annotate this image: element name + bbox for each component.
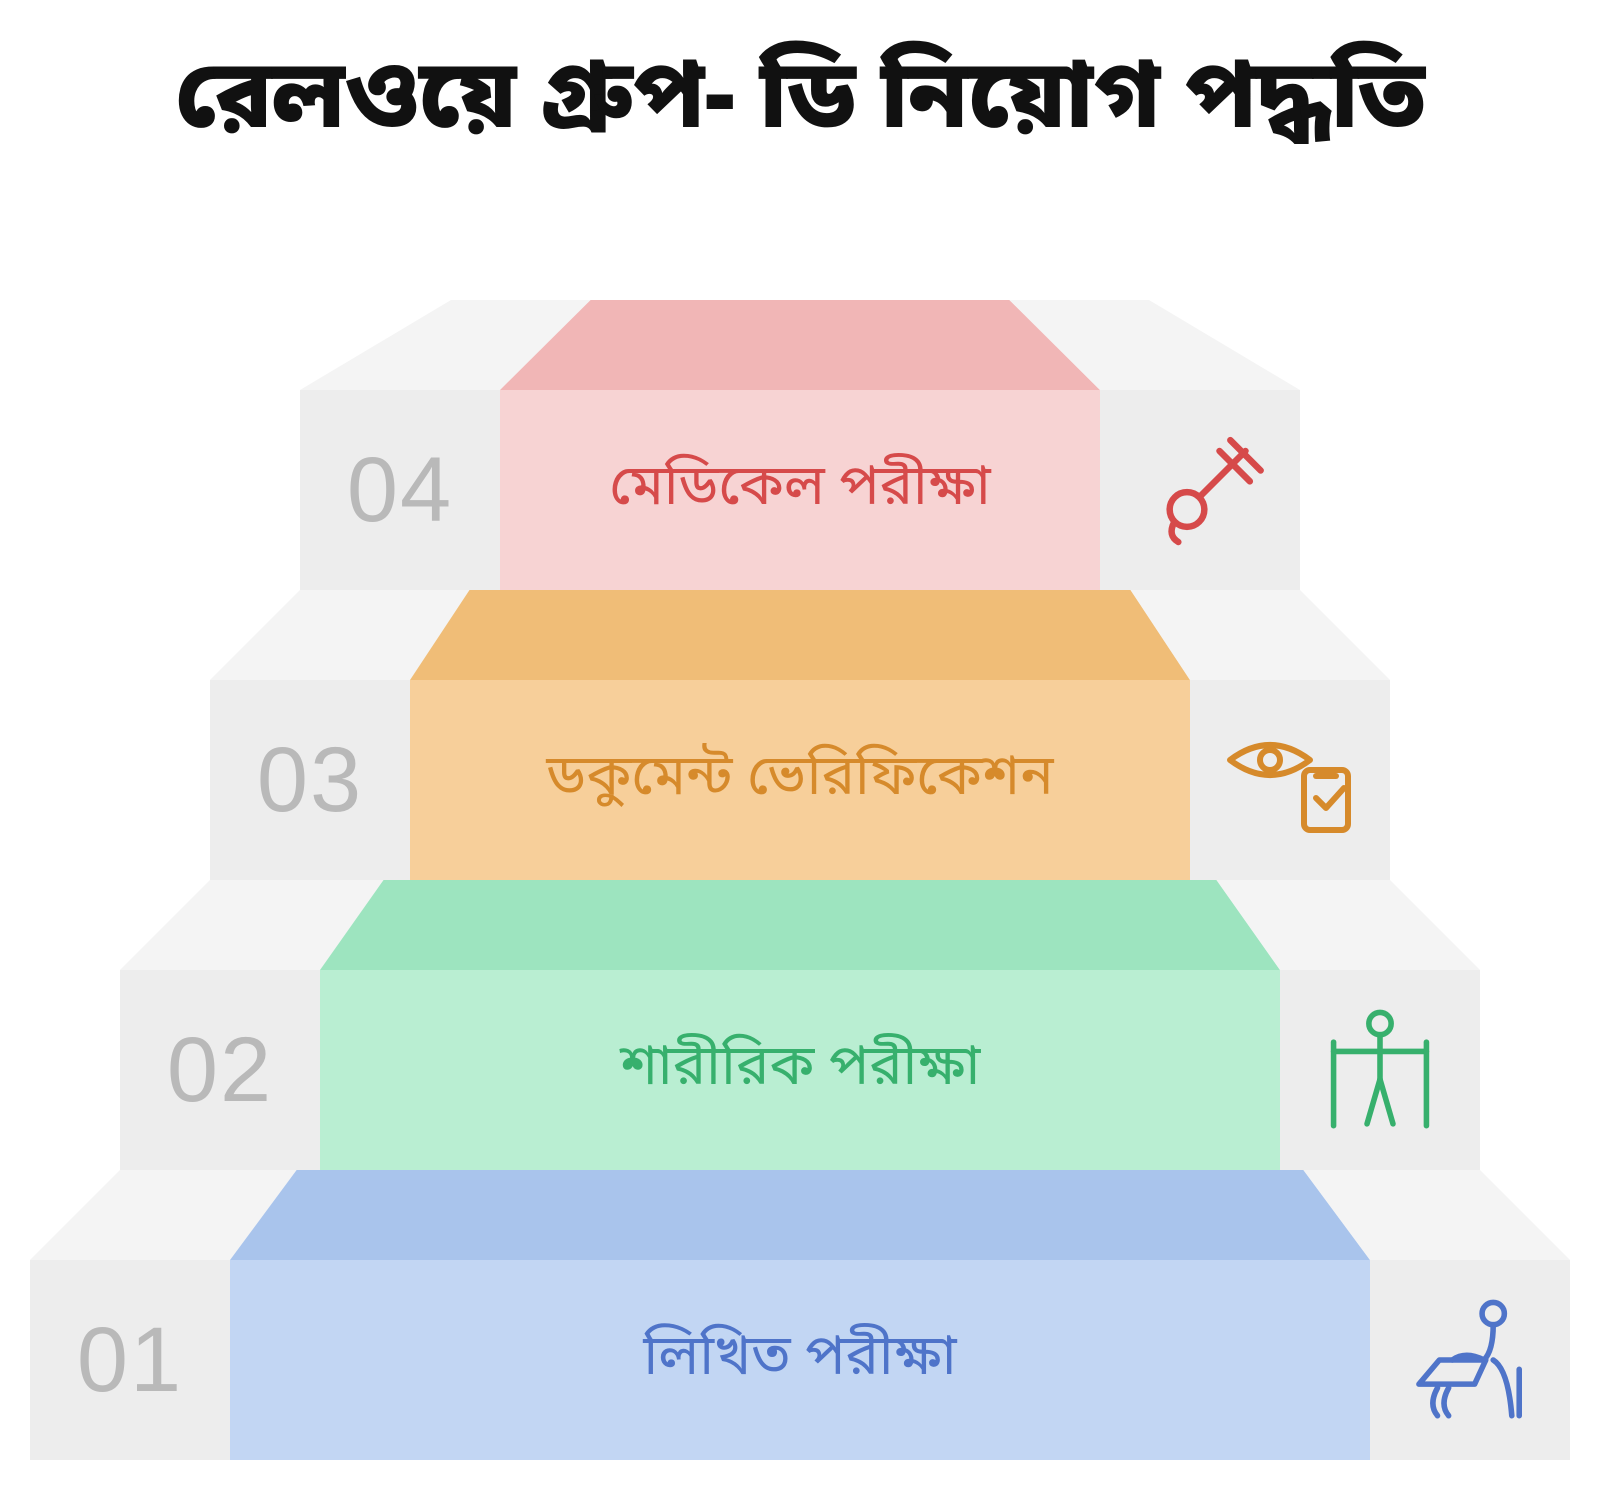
step-top-2 xyxy=(120,880,1480,970)
step-label-box-1: লিখিত পরীক্ষা xyxy=(230,1260,1370,1460)
step-top-4 xyxy=(300,300,1300,390)
gymnast-icon xyxy=(1315,1005,1445,1135)
eye-clipboard-icon xyxy=(1220,715,1360,845)
infographic-canvas: রেলওয়ে গ্রুপ- ডি নিয়োগ পদ্ধতি ExamBang… xyxy=(0,0,1600,1501)
step-number-box-1: 01 xyxy=(30,1260,230,1460)
page-title: রেলওয়ে গ্রুপ- ডি নিয়োগ পদ্ধতি xyxy=(0,40,1600,166)
step-icon-box-1 xyxy=(1370,1260,1570,1460)
stairs-container: 04মেডিকেল পরীক্ষা 03ডকুমেন্ট ভেরিফিকেশন … xyxy=(30,300,1570,1460)
laptop-person-icon xyxy=(1400,1295,1540,1425)
step-icon-box-3 xyxy=(1190,680,1390,880)
step-icon-box-2 xyxy=(1280,970,1480,1170)
step-top-1 xyxy=(30,1170,1570,1260)
step-number-box-3: 03 xyxy=(210,680,410,880)
step-top-3 xyxy=(210,590,1390,680)
ok-hand-icon xyxy=(1135,425,1265,555)
step-number-2: 02 xyxy=(167,1018,273,1123)
step-label-box-3: ডকুমেন্ট ভেরিফিকেশন xyxy=(410,680,1190,880)
step-label-3: ডকুমেন্ট ভেরিফিকেশন xyxy=(546,743,1053,817)
step-number-box-2: 02 xyxy=(120,970,320,1170)
step-icon-box-4 xyxy=(1100,390,1300,590)
step-label-1: লিখিত পরীক্ষা xyxy=(643,1323,956,1397)
step-label-box-4: মেডিকেল পরীক্ষা xyxy=(500,390,1100,590)
step-number-box-4: 04 xyxy=(300,390,500,590)
step-label-box-2: শারীরিক পরীক্ষা xyxy=(320,970,1280,1170)
step-label-4: মেডিকেল পরীক্ষা xyxy=(609,453,991,527)
step-label-2: শারীরিক পরীক্ষা xyxy=(620,1033,981,1107)
step-number-3: 03 xyxy=(257,728,363,833)
step-number-1: 01 xyxy=(77,1308,183,1413)
step-number-4: 04 xyxy=(347,438,453,543)
